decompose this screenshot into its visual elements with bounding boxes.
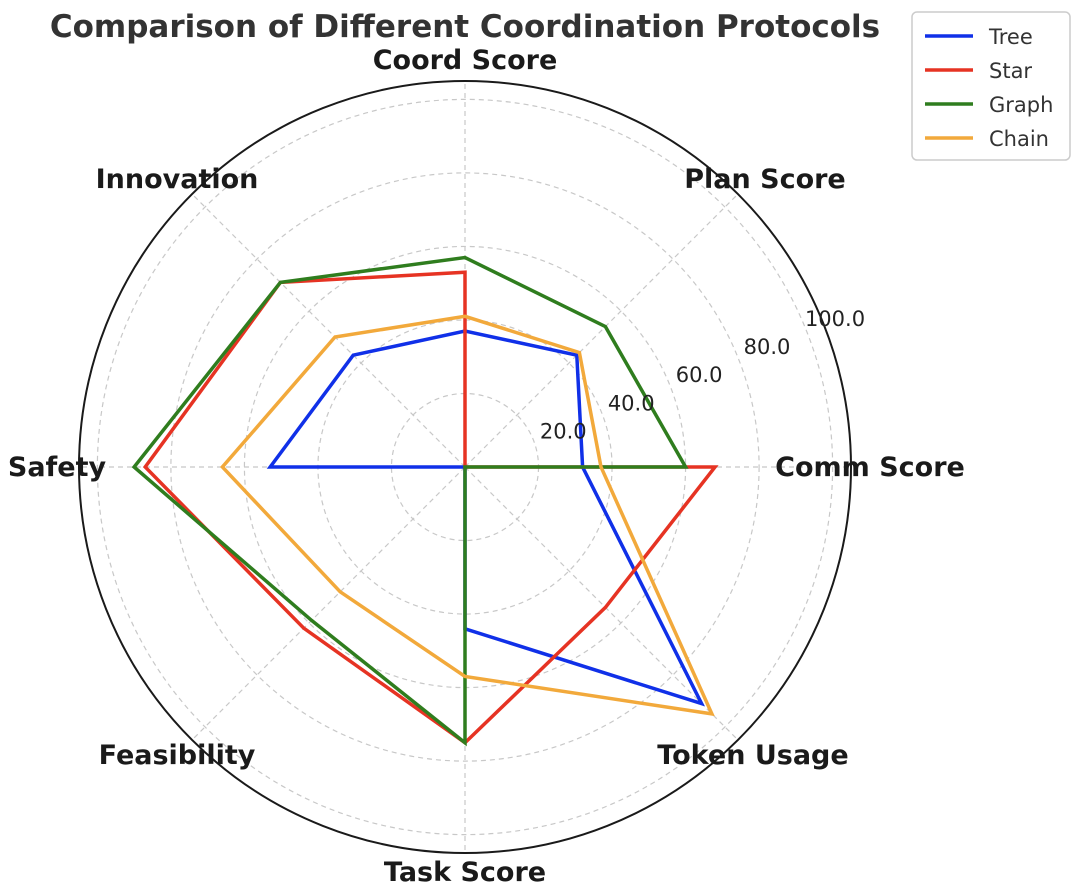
category-label-innovation: Innovation bbox=[96, 164, 259, 195]
legend: Tree Star Graph Chain bbox=[911, 11, 1071, 161]
grid-spoke-8 bbox=[464, 466, 739, 741]
category-label-token-usage: Token Usage bbox=[657, 740, 848, 771]
radar-series bbox=[131, 255, 719, 747]
legend-label-tree: Tree bbox=[988, 25, 1033, 49]
series-line-graph bbox=[131, 255, 689, 747]
category-label-feasibility: Feasibility bbox=[99, 740, 256, 771]
category-label-task-score: Task Score bbox=[384, 857, 546, 888]
category-label-safety: Safety bbox=[8, 452, 107, 483]
radial-tick-label-5: 100.0 bbox=[805, 307, 865, 331]
grid-spoke-4 bbox=[191, 193, 466, 468]
legend-label-graph: Graph bbox=[989, 93, 1053, 117]
category-label-plan-score: Plan Score bbox=[684, 164, 846, 195]
radar-labels: 20.0 40.0 60.0 80.0 100.0 Comm Score Plan Scor… bbox=[8, 45, 965, 888]
category-label-coord-score: Coord Score bbox=[373, 45, 558, 76]
grid-spoke-2 bbox=[464, 193, 739, 468]
radial-tick-label-3: 60.0 bbox=[676, 363, 723, 387]
grid-circle-5 bbox=[96, 98, 834, 836]
category-label-comm-score: Comm Score bbox=[775, 452, 965, 483]
series-line-star bbox=[142, 270, 719, 745]
radial-tick-label-2: 40.0 bbox=[608, 391, 655, 415]
radial-tick-label-4: 80.0 bbox=[744, 335, 791, 359]
chart-title: Comparison of Different Coordination Pro… bbox=[50, 9, 880, 45]
grid-circle-4 bbox=[170, 172, 760, 762]
radial-tick-label-1: 20.0 bbox=[540, 419, 587, 443]
legend-label-chain: Chain bbox=[989, 127, 1049, 151]
series-line-tree bbox=[266, 329, 706, 707]
series-line-chain bbox=[220, 314, 715, 717]
outer-frame bbox=[78, 80, 852, 854]
legend-label-star: Star bbox=[989, 59, 1032, 83]
legend-box bbox=[911, 11, 1071, 161]
grid-spoke-6 bbox=[191, 466, 466, 741]
